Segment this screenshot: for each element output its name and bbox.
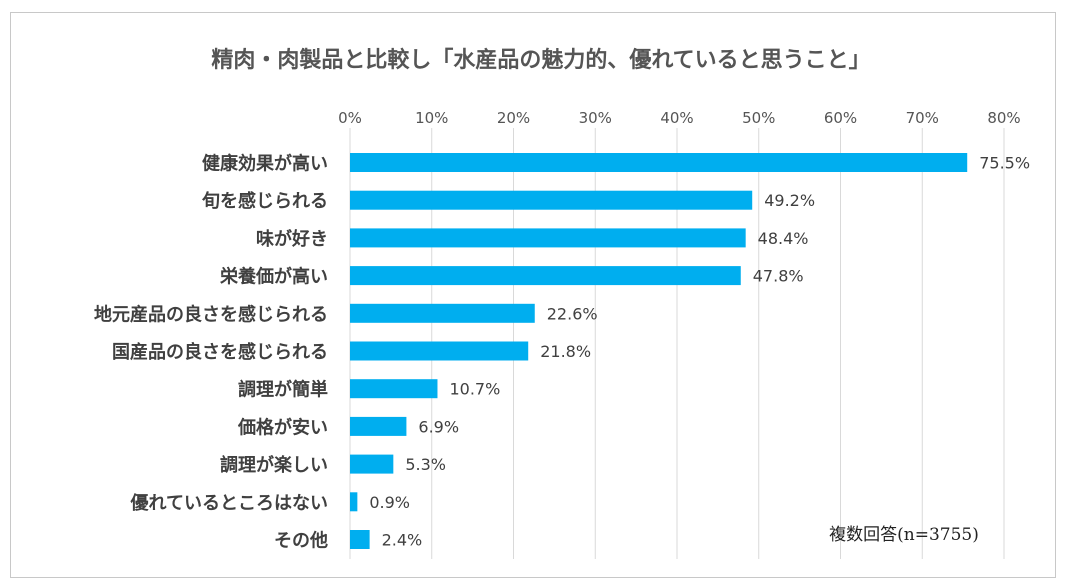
- x-tick-label: 0%: [338, 109, 362, 127]
- x-tick-label: 70%: [906, 109, 939, 127]
- bar: [350, 190, 753, 210]
- x-tick-label: 80%: [987, 109, 1020, 127]
- category-label: 調理が楽しい: [220, 454, 328, 476]
- category-label: 優れているところはない: [130, 492, 328, 514]
- data-label: 47.8%: [753, 267, 804, 286]
- data-label: 21.8%: [540, 342, 591, 361]
- category-label: その他: [274, 530, 328, 552]
- data-label: 48.4%: [758, 229, 809, 248]
- category-label: 地元産品の良さを感じられる: [94, 303, 328, 325]
- sample-note: 複数回答(n=3755): [829, 525, 979, 545]
- bar: [350, 153, 968, 172]
- x-tick-label: 20%: [497, 109, 530, 127]
- bar: [350, 492, 358, 512]
- data-label: 2.4%: [382, 531, 423, 550]
- bar: [350, 454, 394, 474]
- x-tick-label: 50%: [742, 109, 775, 127]
- data-label: 49.2%: [764, 191, 815, 210]
- category-label: 健康効果が高い: [202, 153, 328, 175]
- bar: [350, 266, 741, 286]
- x-tick-label: 60%: [824, 109, 857, 127]
- x-tick-label: 10%: [415, 109, 448, 127]
- data-label: 6.9%: [418, 417, 459, 436]
- bar: [350, 416, 407, 436]
- data-label: 0.9%: [369, 493, 410, 512]
- bar: [350, 530, 370, 549]
- bar: [350, 341, 529, 361]
- data-label: 10.7%: [449, 380, 500, 399]
- category-label: 価格が安い: [237, 416, 328, 438]
- x-tick-label: 30%: [579, 109, 612, 127]
- category-label: 調理が簡単: [238, 379, 328, 401]
- category-label: 旬を感じられる: [201, 190, 328, 212]
- data-label: 5.3%: [405, 455, 446, 474]
- bar: [350, 228, 746, 248]
- category-label: 栄養価が高い: [219, 266, 328, 288]
- data-label: 75.5%: [979, 154, 1030, 173]
- bar: [350, 303, 535, 323]
- data-label: 22.6%: [547, 304, 598, 323]
- chart-frame: 精肉・肉製品と比較し「水産品の魅力的、優れていると思うこと」 0% 10% 20% 3…: [10, 12, 1056, 578]
- chart-title: 精肉・肉製品と比較し「水産品の魅力的、優れていると思うこと」: [211, 47, 870, 73]
- chart: 精肉・肉製品と比較し「水産品の魅力的、優れていると思うこと」 0% 10% 20% 3…: [94, 47, 1030, 559]
- category-label: 国産品の良さを感じられる: [112, 341, 328, 363]
- bar: [350, 379, 438, 399]
- x-tick-label: 40%: [660, 109, 693, 127]
- category-label: 味が好き: [256, 228, 328, 250]
